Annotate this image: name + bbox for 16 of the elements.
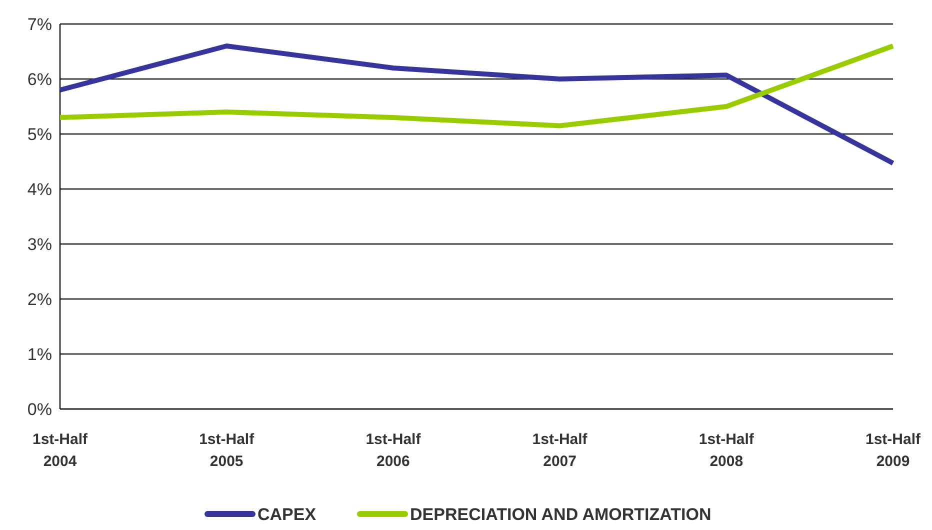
y-tick-label: 0% [27, 400, 52, 419]
legend-label: DEPRECIATION AND AMORTIZATION [410, 505, 712, 524]
x-tick-label: 1st-Half 2009 [865, 431, 922, 470]
x-tick-label: 1st-Half 2005 [199, 431, 256, 470]
y-tick-label: 3% [27, 234, 52, 254]
y-tick-label: 7% [27, 14, 52, 34]
y-tick-label: 4% [27, 180, 52, 199]
y-tick-label: 1% [27, 344, 52, 364]
x-tick-label: 1st-Half 2006 [366, 431, 422, 470]
y-tick-label: 2% [27, 290, 52, 309]
y-tick-label: 5% [27, 124, 52, 144]
legend-label: CAPEX [258, 505, 317, 524]
x-tick-label: 1st-Half 2008 [698, 431, 755, 470]
x-tick-label: 1st-Half 2004 [32, 431, 89, 470]
y-tick-label: 6% [27, 70, 52, 89]
x-tick-label: 1st-Half 2007 [532, 431, 588, 470]
